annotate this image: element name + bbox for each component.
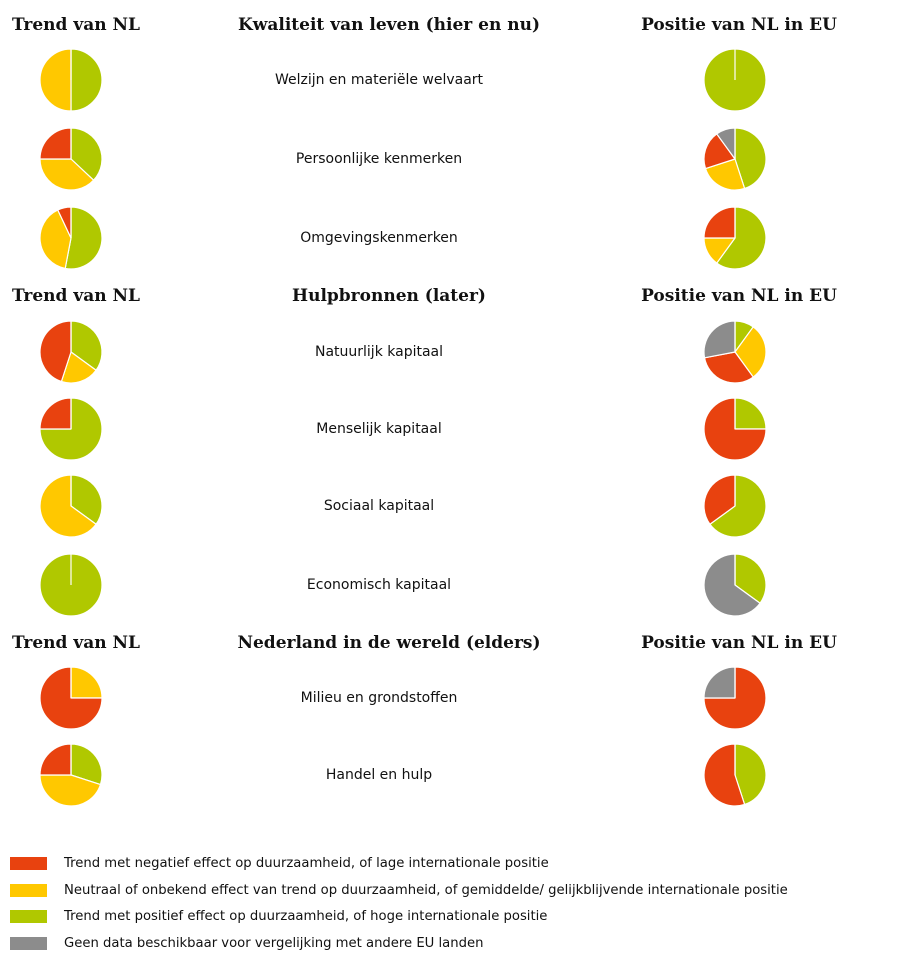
legend-item-positive: Trend met positief effect op duurzaamhei… — [10, 906, 547, 926]
trend-pie-s1-r1-slice-positive — [70, 48, 103, 112]
eu-pie-s1-r2 — [703, 127, 767, 191]
trend-pie-s1-r3-slice-neutral — [39, 209, 72, 270]
legend-swatch-nodata — [10, 936, 47, 950]
trend-pie-s2-r1-slice-positive — [70, 320, 103, 371]
trend-pie-s3-r1 — [39, 666, 103, 730]
row-label-omgeving: Omgevingskenmerken — [300, 230, 458, 246]
eu-pie-s2-r4-slice-positive — [734, 553, 767, 604]
row-label-sociaal: Sociaal kapitaal — [323, 498, 435, 514]
eu-pie-s2-r4 — [703, 553, 767, 617]
trend-pie-s1-r1 — [39, 48, 103, 112]
eu-pie-s1-r1 — [703, 48, 767, 112]
row-label-natuurlijk: Natuurlijk kapitaal — [314, 344, 444, 360]
trend-pie-s2-r1 — [39, 320, 103, 384]
trend-pie-s2-r3 — [39, 474, 103, 538]
trend-pie-s3-r2-slice-neutral — [39, 774, 102, 807]
trend-pie-s1-r2-slice-negative — [39, 127, 72, 160]
legend-text-negative: Trend met negatief effect op duurzaamhei… — [64, 855, 549, 871]
eu-pie-s2-r3-slice-positive — [709, 474, 767, 538]
trend-pie-s3-r1-slice-neutral — [70, 666, 103, 699]
section-1-title: Kwaliteit van leven (hier en nu) — [237, 15, 541, 35]
trend-pie-s3-r1-slice-negative — [39, 666, 103, 730]
trend-pie-s2-r2-slice-negative — [39, 397, 72, 430]
eu-pie-s3-r1 — [703, 666, 767, 730]
eu-pie-s2-r2 — [703, 397, 767, 461]
trend-pie-s2-r1-slice-neutral — [60, 351, 97, 384]
section-2-trend-header: Trend van NL — [11, 286, 141, 306]
eu-pie-s3-r1-slice-negative — [703, 666, 767, 730]
eu-pie-s2-r3 — [703, 474, 767, 538]
eu-pie-s2-r1-slice-negative — [703, 351, 754, 384]
row-label-handel: Handel en hulp — [325, 767, 433, 783]
legend-item-negative: Trend met negatief effect op duurzaamhei… — [10, 853, 549, 873]
trend-pie-s1-r2 — [39, 127, 103, 191]
row-label-economisch: Economisch kapitaal — [306, 577, 452, 593]
section-2-eu-header: Positie van NL in EU — [641, 286, 837, 306]
eu-pie-s2-r1 — [703, 320, 767, 384]
eu-pie-s1-r3-slice-positive — [716, 206, 767, 270]
trend-pie-s2-r1-slice-negative — [39, 320, 72, 383]
eu-pie-s3-r2-slice-positive — [734, 743, 767, 806]
row-label-persoonlijk: Persoonlijke kenmerken — [295, 151, 463, 167]
trend-pie-s2-r3-slice-neutral — [39, 474, 97, 538]
legend-swatch-negative — [10, 856, 47, 870]
section-1-eu-header: Positie van NL in EU — [641, 15, 837, 35]
eu-pie-s3-r1-slice-nodata — [703, 666, 736, 699]
eu-pie-s2-r1-slice-neutral — [734, 326, 767, 378]
eu-pie-s2-r2-slice-negative — [703, 397, 767, 461]
trend-pie-s2-r3-slice-positive — [70, 474, 103, 525]
eu-pie-s2-r1-slice-nodata — [703, 320, 736, 359]
section-3-trend-header: Trend van NL — [11, 633, 141, 653]
legend-swatch-neutral — [10, 883, 47, 897]
trend-pie-s1-r3 — [39, 206, 103, 270]
legend-swatch-positive — [10, 909, 47, 923]
trend-pie-s2-r4 — [39, 553, 103, 617]
trend-pie-s1-r3-slice-positive — [64, 206, 103, 270]
trend-pie-s3-r2-slice-positive — [70, 743, 103, 786]
eu-pie-s1-r2-slice-neutral — [704, 158, 746, 191]
trend-pie-s3-r2-slice-negative — [39, 743, 72, 776]
section-3-title: Nederland in de wereld (elders) — [237, 633, 541, 653]
legend-text-neutral: Neutraal of onbekend effect van trend op… — [64, 882, 788, 898]
legend-text-positive: Trend met positief effect op duurzaamhei… — [64, 908, 548, 924]
row-label-welzijn: Welzijn en materiële welvaart — [274, 72, 484, 88]
section-3-eu-header: Positie van NL in EU — [641, 633, 837, 653]
row-label-menselijk: Menselijk kapitaal — [316, 421, 442, 437]
trend-pie-s1-r2-slice-neutral — [39, 158, 95, 191]
eu-pie-s1-r2-slice-positive — [734, 127, 767, 190]
eu-pie-s2-r4-slice-nodata — [703, 553, 761, 617]
legend-item-neutral: Neutraal of onbekend effect van trend op… — [10, 880, 788, 900]
row-label-milieu: Milieu en grondstoffen — [300, 690, 458, 706]
section-1-trend-header: Trend van NL — [11, 15, 141, 35]
eu-pie-s1-r3 — [703, 206, 767, 270]
trend-pie-s2-r2 — [39, 397, 103, 461]
legend-text-nodata: Geen data beschikbaar voor vergelijking … — [64, 935, 484, 951]
trend-pie-s1-r1-slice-neutral — [39, 48, 72, 112]
eu-pie-s1-r2-slice-negative — [703, 133, 736, 170]
eu-pie-s2-r2-slice-positive — [734, 397, 767, 430]
trend-pie-s3-r2 — [39, 743, 103, 807]
trend-pie-s1-r2-slice-positive — [70, 127, 103, 181]
eu-pie-s2-r3-slice-negative — [703, 474, 736, 525]
trend-pie-s2-r2-slice-positive — [39, 397, 103, 461]
legend-item-nodata: Geen data beschikbaar voor vergelijking … — [10, 933, 483, 953]
section-2-title: Hulpbronnen (later) — [292, 286, 486, 306]
eu-pie-s1-r3-slice-negative — [703, 206, 736, 239]
eu-pie-s3-r2 — [703, 743, 767, 807]
